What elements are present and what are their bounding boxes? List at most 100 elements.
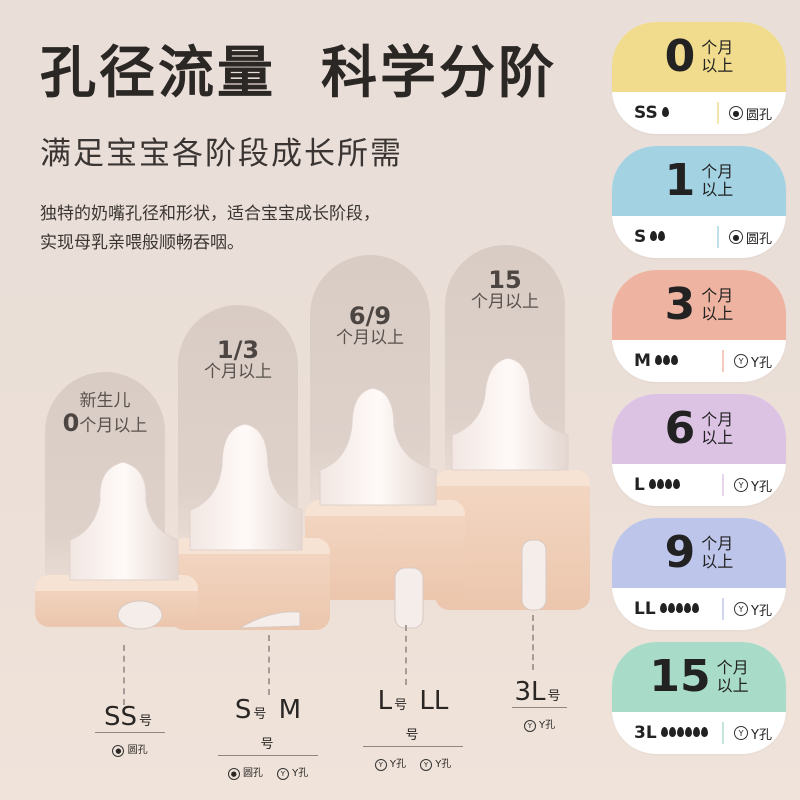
nipple-3l <box>451 357 569 471</box>
divider <box>722 474 725 496</box>
card-month: 15 <box>649 651 711 702</box>
card-header: 15 个月 以上 <box>612 642 786 712</box>
y-hole-icon: Y <box>734 478 749 492</box>
leader-line <box>123 645 125 705</box>
card-unit-line: 个月 <box>716 658 749 677</box>
hole-item: Y Y孔 <box>276 764 309 780</box>
stage-card: 1 个月 以上 S ● 圆孔 <box>612 146 786 258</box>
page-title: 孔径流量 科学分阶 <box>40 41 557 106</box>
hole-item: ● 圆孔 <box>227 764 263 780</box>
card-hole: Y Y孔 <box>734 476 772 495</box>
y-hole-icon: Y <box>276 768 289 780</box>
card-unit-line: 个月 <box>701 534 734 553</box>
hole-item: Y Y孔 <box>374 755 406 771</box>
leader-line <box>532 615 534 670</box>
card-hole: Y Y孔 <box>734 600 772 619</box>
card-header: 1 个月 以上 <box>612 146 786 216</box>
hole-item: Y Y孔 <box>420 755 451 771</box>
size-name: SS <box>103 702 137 732</box>
card-hole: Y Y孔 <box>734 352 772 371</box>
y-hole-icon: Y <box>523 720 536 732</box>
card-hole: Y Y孔 <box>734 724 772 743</box>
round-hole-icon: ● <box>728 106 743 120</box>
size-name: S <box>234 695 252 725</box>
stage-num: 6/9 <box>348 302 392 330</box>
card-unit: 个月 以上 <box>701 163 733 199</box>
card-unit: 个月 以上 <box>717 659 749 695</box>
stage-num: 15 <box>488 266 522 294</box>
size-label-group: SS 号 ● 圆孔 <box>95 702 165 757</box>
size-label: SS 号 <box>95 702 165 733</box>
card-hole-label: Y孔 <box>751 603 772 619</box>
card-size: S <box>634 227 647 247</box>
card-size: LL <box>634 599 656 619</box>
y-hole-icon: Y <box>374 759 387 771</box>
round-hole-icon: ● <box>728 230 743 244</box>
card-month: 6 <box>664 403 696 454</box>
size-name: LL <box>419 686 449 716</box>
description-line: 独特的奶嘴孔径和形状，适合宝宝成长阶段， <box>40 204 380 224</box>
card-unit-line: 以上 <box>701 428 734 447</box>
card-footer: S ● 圆孔 <box>612 216 786 258</box>
card-size: SS <box>634 103 658 123</box>
stage-unit: 个月以上 <box>336 328 404 348</box>
stage-unit: 个月以上 <box>471 292 539 312</box>
size-label-group: 3L 号 Y Y孔 <box>512 677 567 732</box>
card-unit-line: 以上 <box>716 676 749 695</box>
card-month: 0 <box>664 31 696 82</box>
flow-drops-icon <box>660 726 709 741</box>
y-hole-icon: Y <box>734 726 749 740</box>
size-suffix: 号 <box>253 707 267 722</box>
flow-drops-icon <box>648 478 681 493</box>
stage-age: 0个月以上 <box>45 411 165 437</box>
stage-line1: 新生儿 <box>79 391 131 411</box>
size-name: 3L <box>514 677 546 707</box>
divider <box>722 598 725 620</box>
y-hole-icon: Y <box>734 354 749 368</box>
card-hole-label: 圆孔 <box>745 231 772 247</box>
stage-unit: 个月以上 <box>79 416 148 436</box>
card-unit: 个月 以上 <box>701 287 733 323</box>
divider <box>716 226 719 248</box>
size-suffix: 号 <box>394 698 408 713</box>
card-footer: 3L Y Y孔 <box>612 712 786 754</box>
hole-label: Y孔 <box>389 759 406 770</box>
card-unit-line: 个月 <box>701 410 734 429</box>
round-hole-icon: ● <box>112 745 125 757</box>
card-footer: M Y Y孔 <box>612 340 786 382</box>
y-hole-icon: Y <box>734 602 749 616</box>
stage-card: 15 个月 以上 3L Y Y孔 <box>612 642 786 754</box>
card-hole-label: Y孔 <box>751 355 772 371</box>
card-footer: SS ● 圆孔 <box>612 92 786 134</box>
stage-card: 3 个月 以上 M Y Y孔 <box>612 270 786 382</box>
size-name: L <box>377 686 393 716</box>
card-hole-label: Y孔 <box>751 479 772 495</box>
round-hole-icon: ● <box>227 768 240 780</box>
stage-unit: 个月以上 <box>204 362 272 382</box>
card-unit-line: 以上 <box>701 552 734 571</box>
card-unit-line: 个月 <box>701 162 734 181</box>
size-name: M <box>278 695 302 725</box>
card-hole-label: Y孔 <box>751 727 772 743</box>
flow-drops-icon <box>654 354 679 369</box>
card-hole: ● 圆孔 <box>728 104 772 123</box>
card-header: 3 个月 以上 <box>612 270 786 340</box>
page-subtitle: 满足宝宝各阶段成长所需 <box>40 136 403 172</box>
size-suffix: 号 <box>260 737 274 752</box>
hole-item: Y Y孔 <box>523 716 556 732</box>
divider <box>716 102 719 124</box>
size-label: 3L 号 <box>512 677 567 708</box>
card-unit-line: 以上 <box>701 56 734 75</box>
stage-num: 1/3 <box>216 336 260 364</box>
card-size: 3L <box>634 723 657 743</box>
hole-label: Y孔 <box>539 720 556 731</box>
card-hole: ● 圆孔 <box>728 228 772 247</box>
nipples-illustration <box>69 357 569 630</box>
card-unit: 个月 以上 <box>701 535 733 571</box>
divider <box>722 722 725 744</box>
hole-label: Y孔 <box>292 768 309 779</box>
card-footer: L Y Y孔 <box>612 464 786 506</box>
